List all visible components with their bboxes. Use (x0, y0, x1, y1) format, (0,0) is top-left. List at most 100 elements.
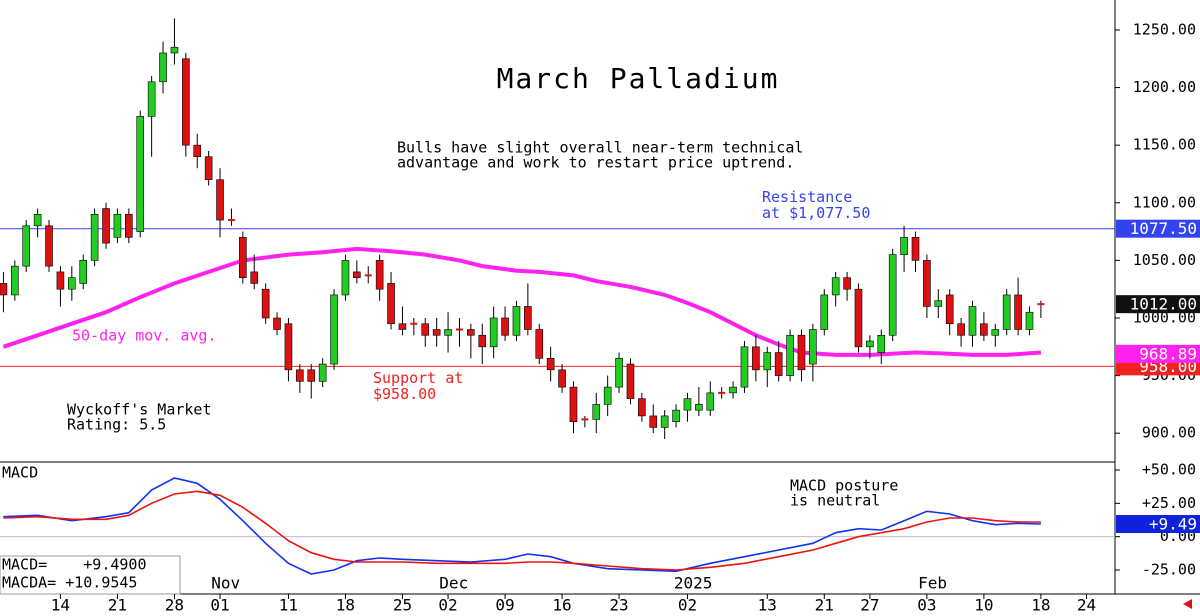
candle-body (273, 317, 281, 330)
level-annotation: Support at (373, 369, 463, 387)
candle-body (1002, 294, 1011, 330)
candle-body (809, 329, 817, 365)
candle-body (592, 404, 601, 420)
x-tick-label: 24 (1077, 596, 1096, 615)
candle-body (774, 352, 783, 376)
annotation: advantage and work to restart price uptr… (397, 154, 794, 172)
x-tick-label: 02 (438, 596, 457, 615)
candle-body (341, 260, 350, 296)
candle-body (945, 294, 954, 325)
y-tick-label: +50.00 (1142, 461, 1196, 479)
x-tick-label: 16 (552, 596, 571, 615)
candle-body (900, 237, 908, 255)
candle-body (170, 46, 179, 54)
annotation: Rating: 5.5 (67, 416, 166, 434)
candle-body (820, 294, 829, 330)
candle-body (113, 213, 122, 238)
x-tick-label: 25 (393, 596, 412, 615)
y-tick-label: 1250.00 (1133, 20, 1196, 38)
period-label: Nov (211, 574, 240, 593)
candle-body (854, 288, 863, 348)
candle-body (1025, 311, 1034, 330)
candle-body (22, 225, 31, 267)
x-tick-label: 09 (495, 596, 514, 615)
x-tick-label: 18 (1031, 596, 1050, 615)
candle-body (831, 277, 840, 296)
candle-body (603, 386, 612, 405)
price-badge-label: 1012.00 (1130, 295, 1197, 314)
candle-body (489, 317, 498, 348)
candle-body (638, 398, 646, 417)
candle-body (421, 323, 430, 336)
candle-body (535, 329, 544, 359)
candle-body (353, 271, 361, 278)
candle-body (546, 358, 555, 371)
candle-body (615, 358, 623, 388)
candle-body (512, 306, 521, 336)
candle-body (11, 265, 19, 296)
candle-body (706, 392, 715, 411)
x-tick-label: 18 (336, 596, 355, 615)
period-label: 2025 (674, 574, 713, 593)
candle-body (866, 340, 874, 348)
candle-body (991, 329, 1000, 336)
series-label: 50-day mov. avg. (72, 327, 217, 345)
candle-body (239, 237, 247, 278)
candle-body (432, 329, 441, 336)
candle-body (934, 300, 943, 307)
x-tick-label: 21 (815, 596, 834, 615)
candle-body (330, 294, 338, 365)
y-tick-label: 900.00 (1142, 424, 1196, 442)
candle-body (968, 306, 977, 336)
candle-body (79, 260, 88, 284)
x-tick-label: 01 (210, 596, 229, 615)
candle-body (649, 415, 658, 428)
period-label: Feb (918, 574, 947, 593)
candle-body (467, 329, 475, 336)
price-badge-label: 968.89 (1139, 344, 1197, 363)
candle-body (478, 334, 487, 348)
candle-body (923, 260, 931, 307)
x-tick-label: 11 (279, 596, 298, 615)
candle-body (1014, 294, 1022, 330)
candle-body (33, 213, 42, 227)
candle-body (911, 237, 920, 261)
candle-body (626, 363, 635, 399)
candle-body (888, 254, 897, 336)
y-tick-label: +25.00 (1142, 494, 1196, 512)
candle-body (284, 323, 293, 371)
level-annotation: $958.00 (373, 385, 436, 403)
candle-body (524, 306, 532, 330)
candle-body (375, 260, 384, 290)
indicator-line (3, 477, 1041, 575)
candle-body (296, 369, 304, 382)
annotation: MACD posture (790, 477, 898, 495)
candle-body (182, 58, 190, 146)
price-badge (1116, 515, 1200, 534)
x-tick-label: 27 (860, 596, 879, 615)
candle-body (877, 334, 886, 353)
price-badge (1116, 295, 1200, 314)
candle-body (125, 213, 133, 238)
x-tick-label: 14 (51, 596, 70, 615)
candle-body (45, 225, 53, 267)
candle-body (729, 386, 737, 394)
indicator-line (3, 490, 1041, 571)
candle-body (444, 329, 452, 336)
candle-body (261, 288, 270, 319)
candle-body (147, 81, 156, 117)
readout-text: MACDA= +10.9545 (2, 574, 137, 592)
level-annotation: Resistance (762, 188, 852, 206)
candle-body (740, 346, 749, 388)
x-tick-label: 23 (609, 596, 628, 615)
price-badge-label: +9.49 (1149, 515, 1197, 534)
moving-average-line (2, 246, 1042, 357)
scroll-arrow[interactable] (1183, 599, 1192, 609)
candle-body (56, 271, 65, 290)
candle-body (193, 144, 202, 157)
candle-body (797, 334, 806, 371)
x-tick-label: 28 (165, 596, 184, 615)
y-tick-label: 1150.00 (1133, 136, 1196, 154)
candle-body (318, 363, 327, 382)
